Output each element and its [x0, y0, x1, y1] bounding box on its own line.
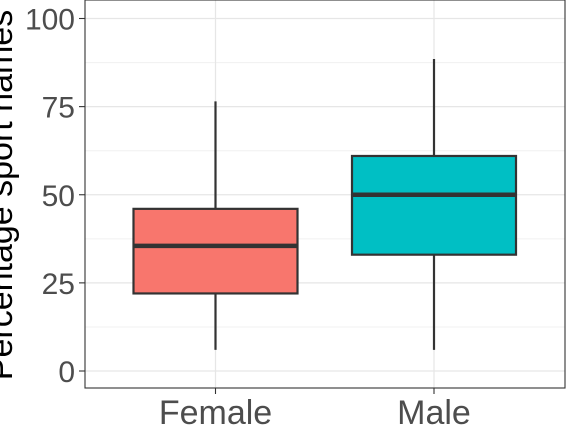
y-tick-label: 75 — [42, 92, 75, 125]
y-tick-label: 0 — [58, 356, 75, 389]
x-tick-label: Male — [397, 394, 471, 427]
y-axis-label: Percentage sport names — [0, 10, 20, 380]
y-tick-label: 25 — [42, 268, 75, 301]
x-axis: Female Male — [159, 388, 471, 427]
panel-border — [84, 0, 566, 389]
x-tick-label: Female — [159, 394, 272, 427]
box-female — [132, 207, 299, 295]
y-tick-label: 100 — [25, 4, 75, 37]
boxes-layer — [132, 59, 518, 350]
y-tick-label: 50 — [42, 180, 75, 213]
box-male — [350, 154, 518, 256]
y-axis: 0 25 50 75 100 — [25, 4, 85, 389]
